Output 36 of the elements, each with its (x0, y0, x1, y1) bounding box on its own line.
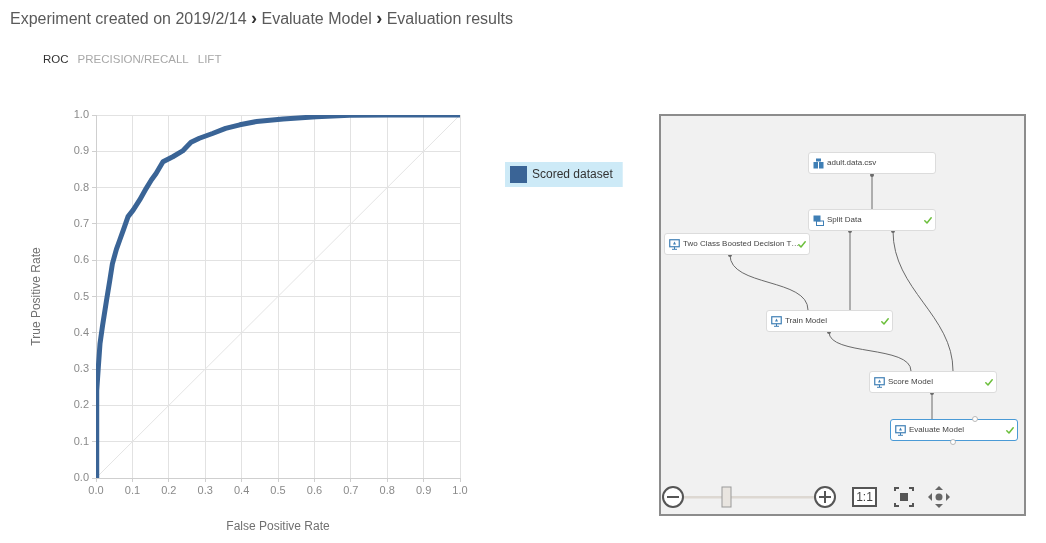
y-tick-label: 0.2 (73, 398, 89, 411)
module-card: Split Data (808, 209, 936, 231)
y-tick-label: 0.0 (73, 471, 89, 484)
y-tick-label: 0.4 (73, 325, 89, 338)
text: ROC (43, 53, 69, 65)
y-tick-label: 1.0 (73, 108, 89, 121)
x-tick-label: 0.7 (343, 483, 359, 496)
y-axis-title: True Positive Rate (28, 247, 43, 346)
module-card: Score Model (869, 371, 997, 393)
x-tick-label: 0.6 (306, 483, 323, 496)
x-axis-title: False Positive Rate (226, 519, 331, 534)
legend-label: Scored dataset (532, 167, 614, 182)
x-tick-label: 0.2 (161, 483, 177, 496)
text: LIFT (197, 53, 222, 65)
x-tick-label: 0.4 (233, 483, 250, 496)
module-card: Evaluate Model (890, 419, 1018, 441)
x-tick-label: 0.5 (270, 483, 286, 496)
y-tick-label: 0.6 (73, 253, 89, 266)
y-tick-label: 0.7 (73, 216, 89, 229)
x-tick-label: 0.3 (197, 483, 213, 496)
y-tick-label: 0.1 (73, 434, 89, 447)
chart-title: Experiment created on 2019/2/14 › Evaluate Model › Evaluation results (10, 8, 513, 28)
x-tick-label: 0.0 (88, 483, 104, 496)
actual-size-button: 1:1 (852, 487, 877, 507)
module-card: Two Class Boosted Decision T… (664, 233, 810, 255)
x-tick-label: 1.0 (452, 483, 468, 496)
module-card: adult.data.csv (808, 152, 936, 174)
y-tick-label: 0.9 (73, 144, 89, 157)
x-tick-label: 0.8 (379, 483, 395, 496)
y-tick-label: 0.8 (73, 180, 89, 193)
x-tick-label: 0.9 (415, 483, 432, 496)
y-tick-label: 0.5 (73, 289, 89, 302)
module-card: Train Model (766, 310, 893, 332)
text: PRECISION/RECALL (77, 53, 189, 65)
x-tick-label: 0.1 (124, 483, 141, 496)
y-tick-label: 0.3 (73, 362, 89, 375)
